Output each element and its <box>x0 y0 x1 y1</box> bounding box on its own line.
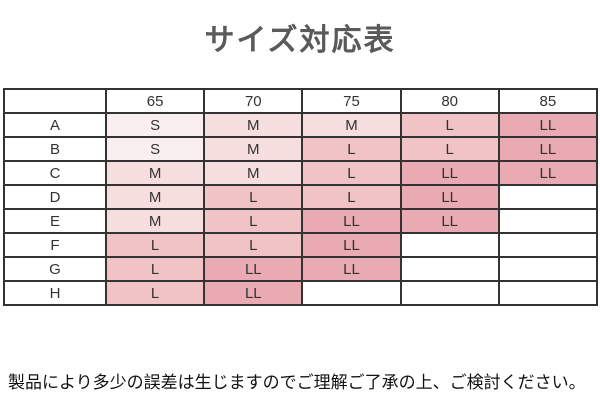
table-row-H: H L LL <box>3 280 599 306</box>
cell-D-70: L <box>203 184 304 210</box>
cell-G-75: LL <box>301 256 402 282</box>
column-header-70: 70 <box>203 88 304 114</box>
cell-H-85 <box>497 280 599 306</box>
cell-F-80 <box>399 232 500 258</box>
cell-E-70: L <box>203 208 304 234</box>
cell-B-65: S <box>104 136 206 162</box>
row-header-D: D <box>3 184 107 210</box>
cell-D-75: L <box>301 184 402 210</box>
cell-E-85 <box>497 208 599 234</box>
cell-C-80: LL <box>399 160 500 186</box>
cell-C-65: M <box>104 160 206 186</box>
cell-E-65: M <box>104 208 206 234</box>
cell-E-80: LL <box>399 208 500 234</box>
cell-F-65: L <box>104 232 206 258</box>
row-header-F: F <box>3 232 107 258</box>
cell-B-85: LL <box>497 136 599 162</box>
table-row-B: B S M L L LL <box>3 136 599 162</box>
row-header-G: G <box>3 256 107 282</box>
cell-G-85 <box>497 256 599 282</box>
cell-A-80: L <box>399 112 500 138</box>
cell-C-85: LL <box>497 160 599 186</box>
cell-A-65: S <box>104 112 206 138</box>
column-header-65: 65 <box>104 88 206 114</box>
table-body: A S M M L LL B S M L L LL C M M L LL LL D M L L LL E M L LL LL F L L LL… <box>3 112 599 306</box>
cell-E-75: LL <box>301 208 402 234</box>
cell-D-65: M <box>104 184 206 210</box>
cell-F-75: LL <box>301 232 402 258</box>
cell-A-75: M <box>301 112 402 138</box>
cell-C-75: L <box>301 160 402 186</box>
cell-F-85 <box>497 232 599 258</box>
cell-G-70: LL <box>203 256 304 282</box>
page-title: サイズ対応表 <box>204 24 396 57</box>
row-header-H: H <box>3 280 107 306</box>
table-row-F: F L L LL <box>3 232 599 258</box>
cell-B-70: M <box>203 136 304 162</box>
cell-A-85: LL <box>497 112 599 138</box>
column-header-80: 80 <box>399 88 500 114</box>
cell-B-75: L <box>301 136 402 162</box>
cell-H-65: L <box>104 280 206 306</box>
cell-H-80 <box>399 280 500 306</box>
cell-C-70: M <box>203 160 304 186</box>
table-row-A: A S M M L LL <box>3 112 599 138</box>
disclaimer-text: 製品により多少の誤差は生じますのでご理解ご了承の上、ご検討ください。 <box>8 373 586 392</box>
corner-cell <box>3 88 107 114</box>
row-header-B: B <box>3 136 107 162</box>
column-header-75: 75 <box>301 88 402 114</box>
cell-G-80 <box>399 256 500 282</box>
row-header-A: A <box>3 112 107 138</box>
size-correspondence-table: 65 70 75 80 85 A S M M L LL B S M L L LL C M M L LL LL D M L L LL E… <box>3 88 599 306</box>
table-header-row: 65 70 75 80 85 <box>3 88 599 114</box>
column-header-85: 85 <box>497 88 599 114</box>
cell-G-65: L <box>104 256 206 282</box>
table-row-G: G L LL LL <box>3 256 599 282</box>
cell-H-75 <box>301 280 402 306</box>
cell-H-70: LL <box>203 280 304 306</box>
cell-D-85 <box>497 184 599 210</box>
table-row-C: C M M L LL LL <box>3 160 599 186</box>
row-header-E: E <box>3 208 107 234</box>
row-header-C: C <box>3 160 107 186</box>
cell-D-80: LL <box>399 184 500 210</box>
table-row-D: D M L L LL <box>3 184 599 210</box>
cell-B-80: L <box>399 136 500 162</box>
table-row-E: E M L LL LL <box>3 208 599 234</box>
cell-A-70: M <box>203 112 304 138</box>
cell-F-70: L <box>203 232 304 258</box>
